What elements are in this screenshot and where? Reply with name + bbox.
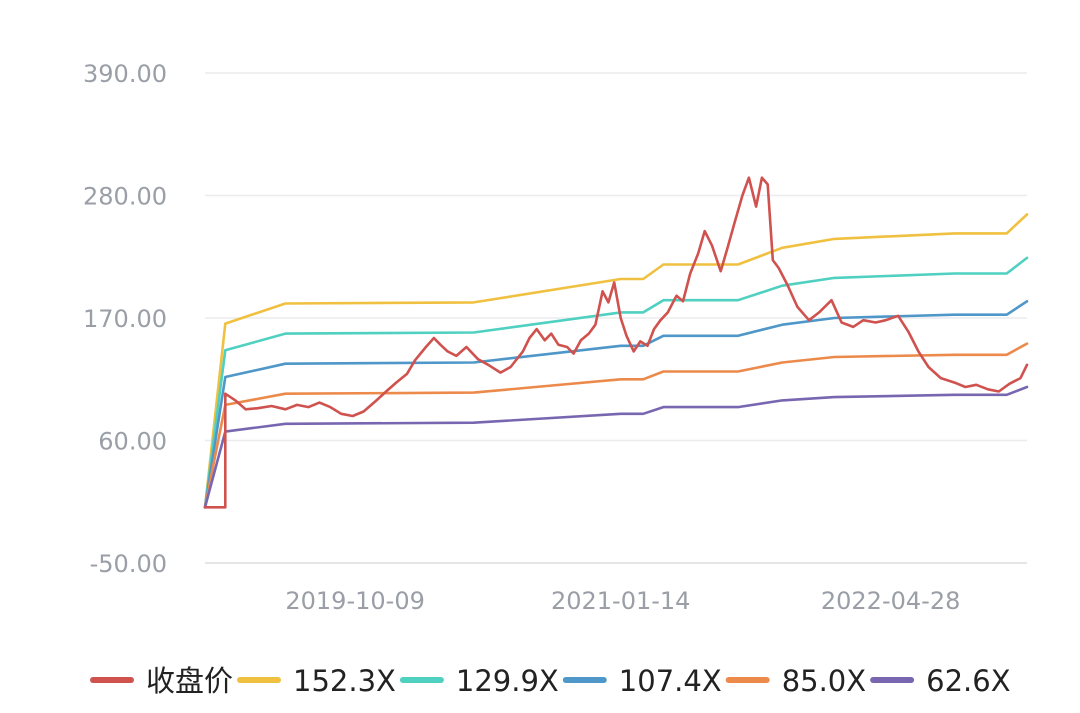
series-line-152.3X [203, 213, 1029, 509]
x-tick-label: 2019-10-09 [285, 587, 424, 615]
legend-swatch[interactable] [90, 677, 134, 683]
y-tick-label: 60.00 [98, 428, 167, 456]
legend-swatch[interactable] [870, 677, 915, 683]
y-tick-label: 280.00 [83, 183, 167, 211]
x-tick-label: 2021-01-14 [551, 587, 690, 615]
series-line-129.9X [203, 256, 1029, 509]
legend-label[interactable]: 85.0X [782, 664, 866, 698]
legend-swatch[interactable] [562, 677, 607, 683]
legend-swatch[interactable] [399, 677, 444, 683]
legend[interactable]: 收盘价 152.3X 129.9X 107.4X 85.0X 62.6X [90, 664, 1011, 698]
series-lines [203, 176, 1029, 509]
y-axis-ticks: 390.00 280.00 170.00 60.00 -50.00 [83, 60, 167, 578]
legend-label[interactable]: 129.9X [456, 664, 559, 698]
legend-label[interactable]: 107.4X [619, 664, 722, 698]
series-line-85.0X [203, 342, 1029, 509]
y-tick-label: -50.00 [90, 550, 167, 578]
legend-swatch[interactable] [237, 677, 282, 683]
legend-label[interactable]: 152.3X [293, 664, 396, 698]
legend-label[interactable]: 收盘价 [146, 664, 233, 698]
grid-lines [205, 72, 1027, 564]
legend-swatch[interactable] [725, 677, 770, 683]
series-line-107.4X [203, 299, 1029, 509]
y-tick-label: 170.00 [83, 305, 167, 333]
series-line-收盘价 [203, 176, 1029, 509]
y-tick-label: 390.00 [83, 60, 167, 88]
x-axis-ticks: 2019-10-09 2021-01-14 2022-04-28 [285, 587, 960, 615]
legend-label[interactable]: 62.6X [926, 664, 1010, 698]
series-line-62.6X [203, 385, 1029, 509]
x-tick-label: 2022-04-28 [821, 587, 960, 615]
